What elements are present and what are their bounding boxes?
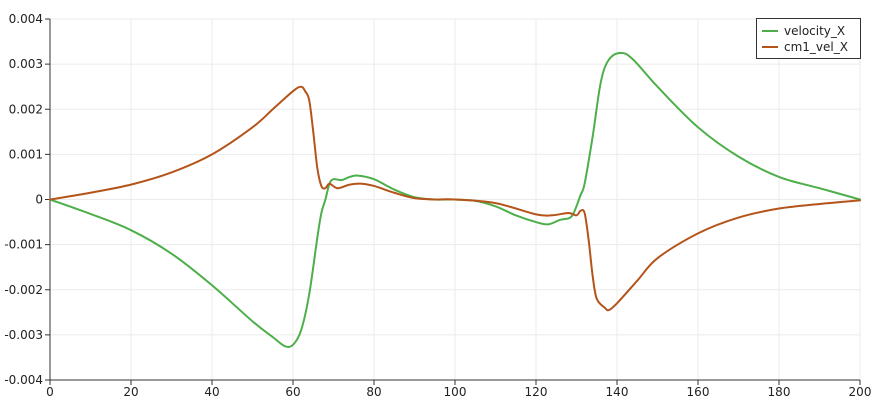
y-tick-label: 0.002 bbox=[9, 102, 43, 116]
y-tick-label: 0.003 bbox=[9, 57, 43, 71]
x-tick-label: 140 bbox=[606, 385, 629, 399]
x-tick-label: 80 bbox=[366, 385, 381, 399]
x-tick-label: 180 bbox=[768, 385, 791, 399]
y-tick-label: -0.004 bbox=[4, 373, 43, 387]
x-tick-label: 100 bbox=[444, 385, 467, 399]
y-tick-label: -0.002 bbox=[4, 283, 43, 297]
legend: velocity_X cm1_vel_X bbox=[756, 18, 861, 59]
series-line-cm1-vel-x bbox=[49, 85, 861, 312]
x-axis-ticks: 0 20 40 60 80 100 120 140 160 180 200 bbox=[46, 380, 871, 399]
y-tick-label: -0.001 bbox=[4, 238, 43, 252]
y-tick-label: 0.004 bbox=[9, 12, 43, 26]
legend-box bbox=[756, 18, 861, 59]
y-tick-label: 0 bbox=[35, 193, 43, 207]
legend-label: cm1_vel_X bbox=[784, 40, 848, 54]
x-tick-label: 20 bbox=[123, 385, 138, 399]
series-lines bbox=[49, 51, 861, 348]
legend-label: velocity_X bbox=[784, 24, 845, 38]
y-axis-ticks: 0.004 0.003 0.002 0.001 0 -0.001 -0.002 -0.003 -… bbox=[4, 12, 50, 387]
x-tick-label: 120 bbox=[525, 385, 548, 399]
x-tick-label: 40 bbox=[204, 385, 219, 399]
grid-lines bbox=[49, 18, 861, 381]
y-tick-label: 0.001 bbox=[9, 147, 43, 161]
x-tick-label: 200 bbox=[849, 385, 872, 399]
x-tick-label: 0 bbox=[46, 385, 54, 399]
x-tick-label: 60 bbox=[285, 385, 300, 399]
y-tick-label: -0.003 bbox=[4, 328, 43, 342]
x-tick-label: 160 bbox=[687, 385, 710, 399]
